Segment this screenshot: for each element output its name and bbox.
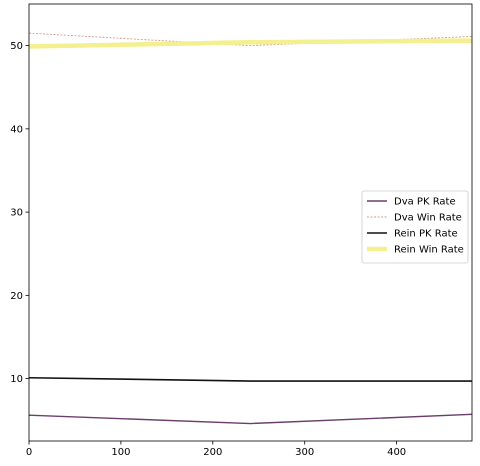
y-tick-label: 10 — [10, 374, 23, 385]
x-tick-label: 400 — [387, 447, 406, 458]
series-line-rein-win-rate — [28, 38, 473, 49]
y-tick-label: 40 — [10, 124, 23, 135]
x-tick-label: 300 — [295, 447, 314, 458]
legend: Dva PK Rate Dva Win Rate Rein PK Rate Rein … — [361, 190, 469, 264]
series-line-dva-win-rate — [28, 32, 473, 47]
legend-label-dva-win-rate: Dva Win Rate — [394, 213, 462, 224]
legend-label-rein-pk-rate: Rein PK Rate — [394, 229, 458, 240]
axes-frame — [28, 3, 473, 442]
series-line-dva-pk-rate — [28, 413, 473, 425]
legend-label-dva-pk-rate: Dva PK Rate — [394, 197, 456, 208]
x-tick-label: 0 — [26, 447, 32, 458]
x-tick-label: 100 — [111, 447, 130, 458]
y-tick-label: 50 — [10, 41, 23, 52]
y-tick-label: 20 — [10, 291, 23, 302]
x-tick-label: 200 — [203, 447, 222, 458]
series-line-rein-pk-rate — [28, 376, 472, 382]
series-layer — [28, 32, 473, 425]
legend-label-rein-win-rate: Rein Win Rate — [394, 245, 464, 256]
axes-layer: 0 100 200 300 400 10 20 30 40 50 — [10, 3, 473, 458]
y-tick-label: 30 — [10, 208, 23, 219]
legend-box — [361, 190, 469, 264]
